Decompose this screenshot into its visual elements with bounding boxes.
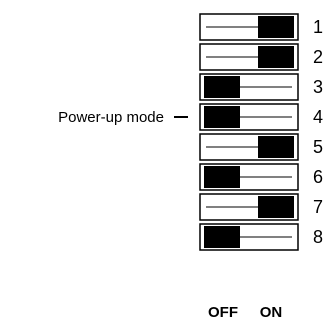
switch-knob-on <box>258 46 294 68</box>
switch-number-label: 3 <box>313 77 323 97</box>
switch-rows: 1 2 3 4 5 6 7 8 <box>199 13 323 251</box>
off-label: OFF <box>208 304 238 321</box>
switch-knob-off <box>204 166 240 188</box>
switch-number-label: 5 <box>313 137 323 157</box>
switch-knob-on <box>258 16 294 38</box>
switch-row-2: 2 <box>199 43 323 71</box>
switch-number-label: 2 <box>313 47 323 67</box>
switch-row-4: 4 <box>199 103 323 131</box>
switch-knob-off <box>204 226 240 248</box>
switch-knob-on <box>258 196 294 218</box>
switch-number-label: 6 <box>313 167 323 187</box>
switch-number-label: 7 <box>313 197 323 217</box>
switch-number-label: 8 <box>313 227 323 247</box>
switch-row-5: 5 <box>199 133 323 161</box>
switch-number-label: 4 <box>313 107 323 127</box>
switch-knob-off <box>204 76 240 98</box>
switch-row-6: 6 <box>199 163 323 191</box>
switch-knob-off <box>204 106 240 128</box>
switch-row-8: 8 <box>199 223 323 251</box>
switch-knob-on <box>258 136 294 158</box>
switch-number-label: 1 <box>313 17 323 37</box>
switch-row-1: 1 <box>199 13 323 41</box>
power-up-mode-label: Power-up mode <box>58 109 164 126</box>
switch-row-7: 7 <box>199 193 323 221</box>
on-label: ON <box>260 304 283 321</box>
switch-row-3: 3 <box>199 73 323 101</box>
